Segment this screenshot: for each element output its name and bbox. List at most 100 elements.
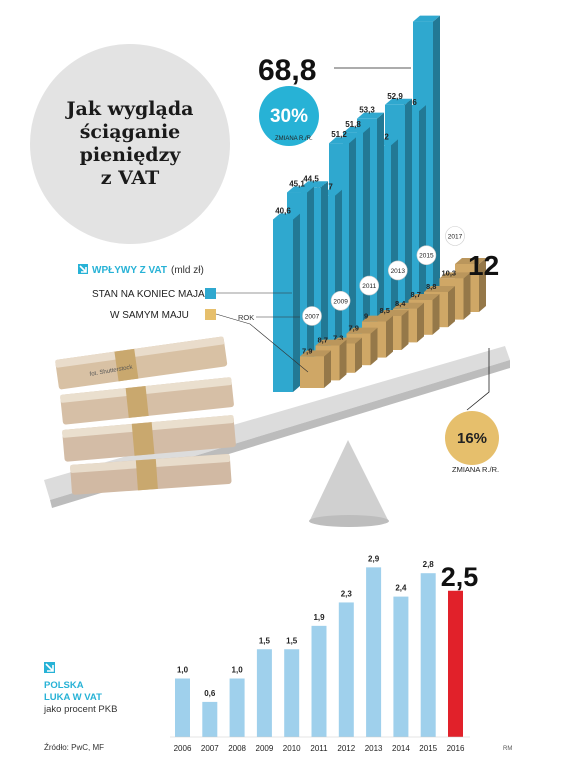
page-title: Jak wygląda ściąganie pieniędzy z VAT bbox=[30, 98, 230, 190]
blue-bar-top bbox=[413, 15, 440, 22]
blue-bar-value-label: 51,8 bbox=[345, 120, 361, 129]
tan-block-value-label: 10,3 bbox=[442, 268, 457, 277]
blue-bar-value-label: 52,9 bbox=[387, 92, 403, 101]
blue-bar bbox=[273, 219, 293, 392]
top-change-label: ZMIANA R./R. bbox=[275, 136, 313, 142]
gap-bar-value-label: 1,0 bbox=[177, 666, 189, 675]
gap-bar bbox=[338, 602, 354, 737]
vat-bars-group: 49,652,945,253,351,851,240,744,545,140,6… bbox=[273, 15, 486, 392]
gap-year-label: 2014 bbox=[392, 744, 410, 753]
gap-bar-value-label: 0,6 bbox=[204, 689, 216, 698]
tan-block-value-label: 7,3 bbox=[333, 334, 343, 343]
tan-block-value-label: 8,7 bbox=[411, 290, 421, 299]
gap-year-label: 2008 bbox=[228, 744, 246, 753]
tan-block-value-label: 7,9 bbox=[302, 346, 312, 355]
tan-block-value-label: 8,4 bbox=[395, 299, 406, 308]
tan-block-side bbox=[324, 350, 331, 388]
blue-bar-side bbox=[293, 213, 300, 392]
tan-block-side bbox=[401, 310, 409, 350]
blue-bar-value-label: 40,6 bbox=[275, 206, 291, 215]
gap-bar-value-label: 1,5 bbox=[286, 636, 298, 645]
blue-bar-side bbox=[433, 15, 440, 314]
gap-bar bbox=[311, 625, 327, 737]
tan-block bbox=[300, 356, 324, 388]
tan-block-top bbox=[393, 302, 424, 309]
tan-block-top bbox=[455, 258, 486, 264]
author-mark: RM bbox=[503, 746, 512, 752]
top-change-pct: 30% bbox=[270, 106, 308, 127]
gap-bar bbox=[393, 596, 409, 737]
year-marker bbox=[359, 275, 380, 296]
top-value: 68,8 bbox=[258, 54, 316, 87]
legend-unit: (mld zł) bbox=[171, 265, 204, 276]
year-label: 2009 bbox=[333, 298, 348, 305]
blue-bar-top bbox=[273, 213, 300, 220]
source-note: Źródło: PwC, MF bbox=[44, 743, 104, 752]
gap-highlight-value: 2,5 bbox=[441, 562, 479, 592]
blue-bar-top bbox=[301, 181, 328, 188]
gap-title-line2: LUKA W VAT bbox=[44, 692, 102, 703]
scale-stand-base bbox=[309, 515, 389, 527]
year-label: 2015 bbox=[419, 253, 434, 260]
gap-year-label: 2012 bbox=[337, 744, 355, 753]
tan-block-value-label: 7,9 bbox=[349, 324, 359, 333]
gap-year-label: 2013 bbox=[365, 744, 383, 753]
tan-block-side bbox=[386, 315, 393, 358]
blue-bar-side bbox=[321, 181, 328, 377]
gap-bar bbox=[420, 573, 436, 737]
year-marker bbox=[387, 260, 408, 281]
legend-swatch-blue bbox=[205, 288, 216, 299]
blue-bar-top bbox=[329, 137, 356, 144]
legend: WPŁYWY Z VAT (mld zł) STAN NA KONIEC MAJ… bbox=[78, 264, 309, 373]
gap-bar bbox=[229, 678, 245, 737]
gap-bar bbox=[284, 649, 300, 737]
tan-block-side bbox=[417, 302, 424, 343]
tan-block-value-label: 8,7 bbox=[318, 336, 328, 345]
gap-year-label: 2016 bbox=[447, 744, 465, 753]
gap-bar-value-label: 2,3 bbox=[341, 589, 353, 598]
tan-block-top bbox=[362, 315, 393, 322]
tan-block-top bbox=[300, 350, 331, 357]
tan-block-top bbox=[315, 339, 347, 346]
gap-subtitle: jako procent PKB bbox=[43, 704, 117, 715]
blue-bar-top bbox=[385, 98, 412, 105]
tan-change-pct: 16% bbox=[457, 430, 487, 447]
blue-bar-value-label: 44,5 bbox=[303, 174, 319, 183]
gap-bar-value-label: 1,9 bbox=[313, 613, 325, 622]
year-marker bbox=[330, 290, 351, 311]
tan-block-top bbox=[424, 286, 455, 292]
tan-block-side bbox=[432, 294, 440, 335]
legend-item-tan: W SAMYM MAJU bbox=[110, 310, 189, 321]
gap-year-label: 2015 bbox=[419, 744, 437, 753]
blue-bar-top bbox=[357, 112, 384, 119]
gap-year-label: 2010 bbox=[283, 744, 301, 753]
gap-bar bbox=[256, 649, 272, 737]
year-label: 2007 bbox=[305, 314, 320, 321]
gap-bar-value-label: 2,4 bbox=[395, 584, 407, 593]
blue-bar-value-label: 45,1 bbox=[289, 180, 305, 189]
gap-bar-value-label: 2,8 bbox=[423, 560, 435, 569]
gap-bar bbox=[202, 701, 218, 737]
gap-bar bbox=[175, 678, 190, 737]
tan-block-value-label: 8,8 bbox=[426, 282, 436, 291]
gap-year-label: 2006 bbox=[174, 744, 192, 753]
legend-heading: WPŁYWY Z VAT bbox=[92, 265, 167, 276]
gap-year-label: 2009 bbox=[256, 744, 274, 753]
tan-block-top bbox=[346, 327, 378, 334]
year-marker bbox=[416, 245, 437, 265]
legend-swatch-tan bbox=[205, 309, 216, 320]
gap-bar-value-label: 1,5 bbox=[259, 636, 271, 645]
blue-bar-side bbox=[349, 137, 356, 361]
gap-bars-group: 1,0 2006 0,6 2007 1,0 2008 1,5 2009 1,5 2010 1,9 20… bbox=[174, 554, 479, 753]
arrow-down-right-icon bbox=[78, 264, 88, 274]
title-line: z VAT bbox=[100, 167, 160, 189]
gap-year-label: 2011 bbox=[310, 744, 328, 753]
year-marker bbox=[445, 226, 465, 246]
year-marker bbox=[302, 306, 322, 326]
tan-leader bbox=[466, 348, 490, 411]
blue-bar-side bbox=[335, 189, 342, 369]
legend-leader-tan bbox=[215, 313, 309, 373]
tan-block-value-label: 8,5 bbox=[380, 306, 390, 315]
money-stacks-image bbox=[55, 336, 236, 495]
gap-bar bbox=[366, 567, 382, 737]
